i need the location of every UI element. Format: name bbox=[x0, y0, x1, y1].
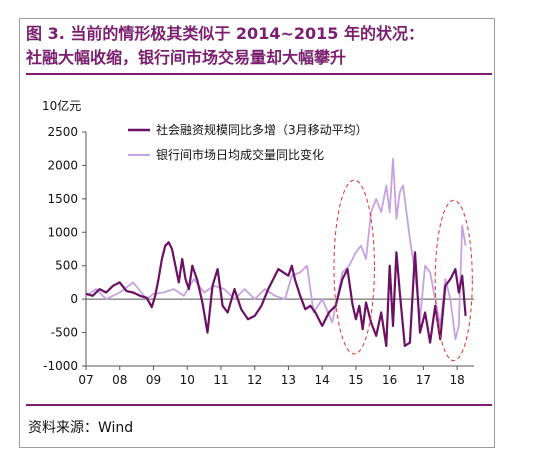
figure-title: 图 3. 当前的情形极其类似于 2014~2015 年的状况： 社融大幅收缩，银… bbox=[26, 22, 526, 70]
y-tick-label: 2000 bbox=[47, 158, 78, 172]
legend-label-1: 社会融资规模同比多增（3月移动平均） bbox=[156, 122, 368, 137]
annotations bbox=[333, 179, 473, 362]
series-lines bbox=[85, 157, 467, 347]
highlight-ellipse-1 bbox=[333, 179, 375, 355]
y-tick-label: 2500 bbox=[47, 125, 78, 139]
chart-frame bbox=[19, 18, 495, 448]
source-rule bbox=[26, 404, 492, 406]
y-tick-label: -500 bbox=[51, 326, 78, 340]
x-tick-label: 12 bbox=[247, 373, 262, 387]
x-tick-label: 11 bbox=[213, 373, 228, 387]
title-line-2: 社融大幅收缩，银行间市场交易量却大幅攀升 bbox=[26, 48, 347, 67]
x-tick-label: 13 bbox=[281, 373, 296, 387]
highlight-ellipse-2 bbox=[434, 199, 473, 362]
x-tick-label: 09 bbox=[146, 373, 161, 387]
y-tick-label: 1000 bbox=[47, 225, 78, 239]
series-line-1 bbox=[85, 241, 467, 347]
source-note: 资料来源：Wind bbox=[28, 420, 134, 436]
x-tick-label: 08 bbox=[112, 373, 127, 387]
y-tick-label: 500 bbox=[55, 259, 78, 273]
y-axis-unit-label: 10亿元 bbox=[42, 98, 81, 113]
y-tick-label: 0 bbox=[70, 292, 78, 306]
x-tick-label: 14 bbox=[315, 373, 330, 387]
y-tick-label: 1500 bbox=[47, 192, 78, 206]
title-line-1: 图 3. 当前的情形极其类似于 2014~2015 年的状况： bbox=[26, 24, 424, 43]
x-tick-label: 07 bbox=[78, 373, 93, 387]
x-tick-label: 18 bbox=[449, 373, 464, 387]
legend-label-2: 银行间市场日均成交量同比变化 bbox=[156, 147, 324, 162]
title-rule bbox=[26, 73, 492, 75]
x-tick-label: 10 bbox=[180, 373, 195, 387]
x-tick-label: 15 bbox=[348, 373, 363, 387]
x-tick-label: 17 bbox=[416, 373, 431, 387]
legend: 社会融资规模同比多增（3月移动平均） 银行间市场日均成交量同比变化 bbox=[128, 122, 368, 162]
series-line-2 bbox=[85, 157, 467, 341]
x-tick-label: 16 bbox=[382, 373, 397, 387]
y-tick-label: -1000 bbox=[43, 359, 78, 373]
